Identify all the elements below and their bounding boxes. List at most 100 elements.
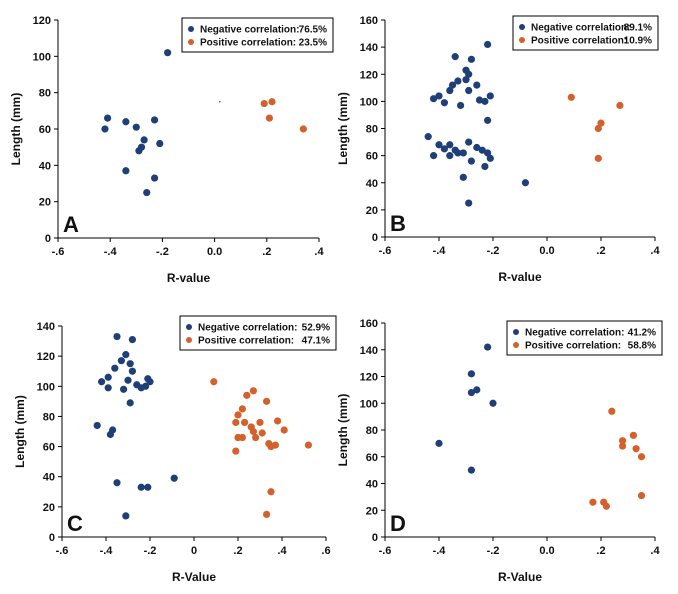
negative-data-point xyxy=(137,483,145,491)
negative-data-point xyxy=(440,145,448,153)
y-tick-label: 0 xyxy=(372,532,378,544)
legend-marker xyxy=(188,39,194,45)
y-tick-label: 60 xyxy=(39,124,51,136)
negative-data-point xyxy=(117,357,125,365)
legend: Negative correlation: 52.9% Positive corre… xyxy=(179,315,337,351)
y-tick-label: 120 xyxy=(37,351,55,363)
negative-data-point xyxy=(521,179,530,187)
negative-data-point xyxy=(144,483,152,491)
x-tick-label: .4 xyxy=(650,245,660,257)
positive-data-point xyxy=(258,429,266,437)
positive-data-point xyxy=(637,453,646,461)
positive-data-point xyxy=(637,491,646,500)
x-tick-label: -.2 xyxy=(156,246,169,258)
positive-data-point xyxy=(265,114,274,122)
x-axis-title: R-Value xyxy=(172,570,216,584)
negative-data-point xyxy=(486,154,494,162)
legend-value: 41.2% xyxy=(628,328,656,339)
positive-data-point xyxy=(619,437,627,445)
negative-data-point xyxy=(457,101,465,110)
x-tick-label: .2 xyxy=(262,246,271,258)
y-tick-label: 120 xyxy=(360,69,378,81)
negative-data-point xyxy=(473,386,481,394)
x-tick-label: -.6 xyxy=(52,246,65,258)
negative-data-point xyxy=(122,512,130,520)
negative-data-point xyxy=(435,141,443,149)
positive-data-point xyxy=(252,433,260,442)
y-tick-label: 140 xyxy=(37,321,55,333)
y-tick-label: 120 xyxy=(360,372,378,384)
y-tick-label: 20 xyxy=(366,205,378,217)
negative-data-point xyxy=(424,133,432,141)
negative-data-point xyxy=(113,332,121,341)
y-tick-label: 160 xyxy=(360,318,378,330)
negative-data-point xyxy=(128,367,136,375)
positive-data-point xyxy=(632,445,640,453)
positive-data-point xyxy=(608,407,616,415)
legend: Negative correlation:89.1% Positive corre… xyxy=(512,15,659,51)
negative-data-point xyxy=(103,114,112,122)
positive-data-point xyxy=(594,124,602,133)
positive-data-point xyxy=(602,502,611,510)
negative-data-point xyxy=(467,466,475,474)
positive-data-point xyxy=(589,498,597,506)
x-tick-label: -.6 xyxy=(379,245,392,257)
positive-data-point xyxy=(241,418,249,427)
negative-data-point xyxy=(481,97,489,105)
legend-marker xyxy=(186,324,192,330)
y-tick-label: 100 xyxy=(360,96,378,108)
x-tick-label: .2 xyxy=(596,545,605,557)
y-tick-label: 60 xyxy=(366,452,378,464)
y-axis-title: Length (mm) xyxy=(336,92,350,165)
legend-box xyxy=(506,320,663,356)
x-tick-label: -.2 xyxy=(487,245,500,257)
x-tick-label: .2 xyxy=(596,245,605,257)
y-axis-title: Length (mm) xyxy=(13,395,27,468)
positive-data-point xyxy=(267,488,275,496)
legend-label: Negative correlation: xyxy=(200,25,299,36)
positive-data-point xyxy=(280,426,288,434)
y-tick-label: 80 xyxy=(43,411,55,423)
legend-value: 10.9% xyxy=(624,36,652,47)
negative-data-point xyxy=(478,146,486,154)
negative-data-point xyxy=(440,99,448,107)
positive-data-point xyxy=(232,418,240,427)
panel-letter-b: B xyxy=(390,211,406,236)
positive-data-point xyxy=(268,98,276,106)
y-axis-title: Length (mm) xyxy=(336,394,350,467)
negative-data-point xyxy=(484,40,492,49)
legend-value: 47.1% xyxy=(302,336,330,347)
x-tick-label: 0.0 xyxy=(207,246,222,258)
positive-data-point xyxy=(249,427,257,436)
negative-data-point xyxy=(150,174,159,182)
x-tick-label: .4 xyxy=(650,545,660,557)
negative-data-point xyxy=(475,96,484,104)
positive-data-point xyxy=(304,441,312,449)
negative-data-point xyxy=(446,86,454,95)
positive-data-point xyxy=(210,378,218,386)
legend-label: Negative correlation: xyxy=(525,328,624,339)
negative-data-point xyxy=(484,116,492,124)
positive-data-point xyxy=(274,417,282,425)
negative-data-point xyxy=(435,439,443,447)
negative-data-point xyxy=(465,138,473,146)
negative-data-point xyxy=(459,149,467,157)
x-tick-label: .2 xyxy=(233,545,242,557)
legend-value: 76.5% xyxy=(299,25,327,36)
y-tick-label: 160 xyxy=(360,15,378,27)
positive-data-point xyxy=(271,441,279,449)
negative-data-point xyxy=(467,388,475,397)
legend-value: 89.1% xyxy=(624,23,652,34)
negative-data-point xyxy=(454,77,462,85)
negative-data-point xyxy=(435,92,443,100)
positive-data-point xyxy=(629,431,638,439)
y-tick-label: 80 xyxy=(366,425,378,437)
x-tick-label: -.4 xyxy=(100,545,114,557)
y-tick-label: 20 xyxy=(39,197,51,209)
stray-mark xyxy=(219,100,221,103)
negative-data-point xyxy=(473,143,481,152)
positive-data-point xyxy=(256,418,264,427)
positive-data-point xyxy=(263,510,271,518)
negative-data-point xyxy=(128,335,136,344)
panel-letter-d: D xyxy=(390,511,406,536)
